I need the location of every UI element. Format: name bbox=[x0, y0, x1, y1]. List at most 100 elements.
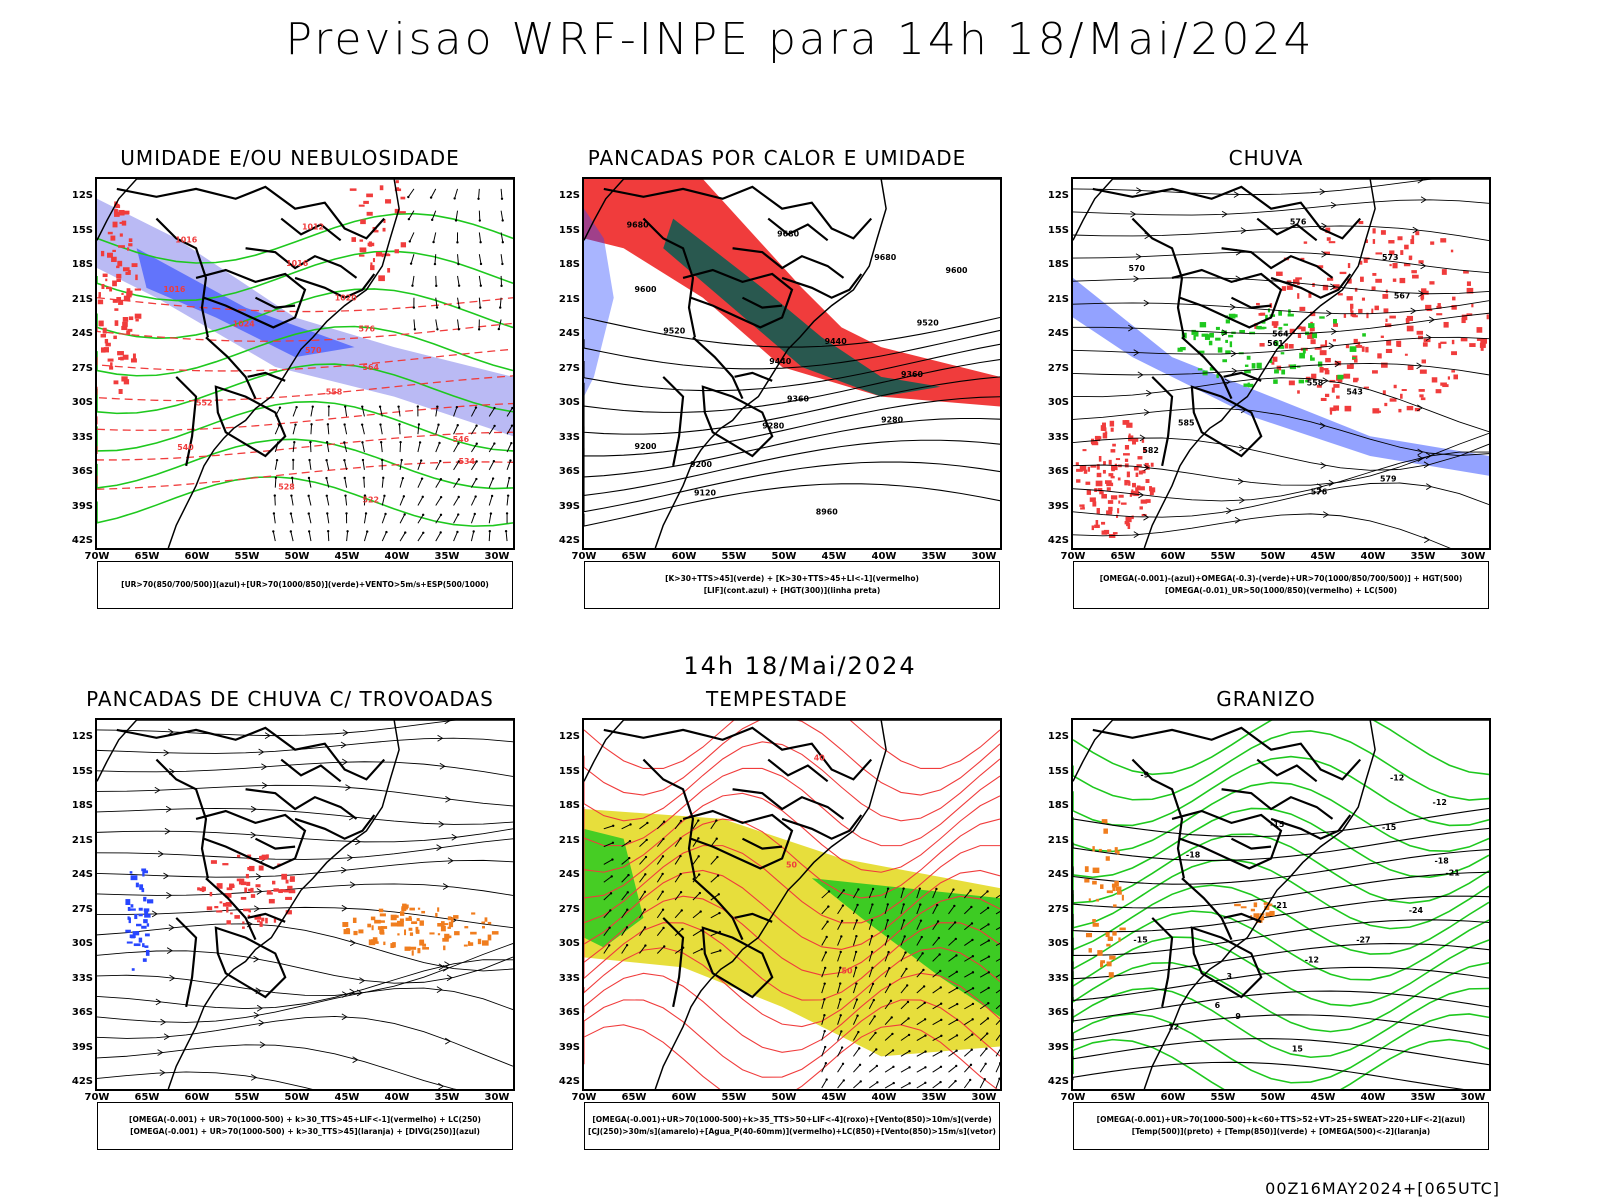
legend-line: [K>30+TTS>45](verde) + [K>30+TTS>45+LI<-… bbox=[665, 574, 919, 583]
wind-vector bbox=[656, 838, 664, 847]
vector-head bbox=[400, 458, 403, 462]
thunderstorm-patch bbox=[226, 906, 229, 913]
rain-patch bbox=[1371, 286, 1376, 290]
stream-arrow bbox=[1425, 452, 1432, 460]
vector-head bbox=[700, 948, 704, 951]
rain-patch bbox=[1347, 278, 1352, 284]
wind-vector bbox=[964, 1034, 973, 1041]
wind-vector bbox=[621, 909, 628, 919]
wind-vector bbox=[343, 442, 348, 453]
vector-head bbox=[326, 512, 329, 515]
political-border bbox=[195, 809, 307, 870]
thunderstorm-patch bbox=[245, 873, 249, 879]
rain-patch bbox=[1486, 314, 1489, 320]
political-border bbox=[1151, 917, 1174, 1008]
wind-vector bbox=[932, 1019, 942, 1026]
vector-head bbox=[890, 1016, 893, 1019]
vector-head bbox=[501, 219, 504, 222]
streamline bbox=[97, 906, 513, 929]
wind-vector bbox=[964, 1003, 974, 1010]
rain-patch bbox=[1256, 302, 1260, 306]
temp850-contour bbox=[1073, 961, 1489, 1033]
streamline bbox=[97, 720, 461, 737]
rain-patch bbox=[1358, 220, 1364, 225]
humidity-patch bbox=[100, 250, 105, 257]
humidity-patch bbox=[126, 288, 131, 294]
contour-label: 9120 bbox=[694, 489, 717, 498]
wind-vector bbox=[995, 926, 1000, 931]
vector-head bbox=[940, 1034, 943, 1037]
thunderstorm-patch bbox=[226, 920, 231, 925]
wind-vector bbox=[455, 210, 459, 221]
vector-head bbox=[490, 494, 494, 498]
lon-label: 40W bbox=[871, 1092, 897, 1103]
rain-patch bbox=[1114, 463, 1118, 470]
stream-arrow bbox=[1321, 222, 1328, 230]
vector-head bbox=[715, 819, 718, 822]
lat-label: 27S bbox=[71, 903, 93, 915]
forecast-time-label: 14h 18/Mai/2024 bbox=[683, 652, 917, 680]
rain-patch bbox=[1110, 449, 1116, 453]
political-border bbox=[662, 917, 685, 1008]
rain-patch bbox=[1418, 389, 1425, 392]
temp850-contour bbox=[1073, 858, 1489, 930]
vector-head bbox=[918, 887, 921, 890]
contour-label: 585 bbox=[1178, 418, 1195, 427]
contour-label: -27 bbox=[1356, 936, 1370, 945]
thunderstorm-patch bbox=[255, 884, 261, 888]
rain-patch bbox=[1204, 334, 1210, 340]
stream-arrow bbox=[342, 729, 349, 737]
political-border bbox=[245, 788, 358, 820]
vector-head bbox=[609, 909, 612, 912]
rain-patch bbox=[1362, 333, 1366, 337]
humidity-contour bbox=[97, 325, 513, 377]
rain-patch bbox=[1297, 334, 1302, 338]
divergence-patch bbox=[126, 941, 133, 944]
rain-patch bbox=[1197, 350, 1205, 354]
contour-label: 9360 bbox=[787, 395, 810, 404]
lat-label: 36S bbox=[71, 466, 93, 477]
vector-head bbox=[325, 458, 328, 462]
wind-vector bbox=[410, 254, 415, 264]
stream-arrow bbox=[1322, 377, 1329, 385]
rain-patch bbox=[1393, 384, 1397, 389]
stream-arrow bbox=[164, 827, 171, 835]
rain-patch bbox=[1406, 315, 1414, 321]
political-border bbox=[280, 217, 342, 242]
vector-head bbox=[940, 1018, 943, 1022]
wind-vector bbox=[621, 857, 630, 865]
thunderstorm-patch bbox=[409, 932, 414, 936]
rain-patch bbox=[1314, 347, 1322, 350]
political-border bbox=[1221, 788, 1334, 820]
divergence-patch bbox=[127, 906, 131, 911]
rain-patch bbox=[1215, 337, 1221, 341]
vector-head bbox=[902, 919, 906, 922]
vector-head bbox=[458, 306, 461, 309]
lat-label: 15S bbox=[558, 765, 580, 777]
thunderstorm-patch bbox=[444, 933, 450, 939]
rain-patch bbox=[1319, 316, 1325, 319]
political-border bbox=[116, 185, 386, 240]
contour-label: 50 bbox=[786, 860, 798, 869]
thunderstorm-patch bbox=[390, 914, 397, 921]
wind-vector bbox=[979, 1048, 987, 1057]
rain-patch bbox=[1389, 264, 1392, 267]
vector-head bbox=[971, 938, 974, 942]
vector-head bbox=[888, 983, 892, 986]
stream-arrow bbox=[163, 872, 170, 880]
wind-vector bbox=[363, 531, 368, 542]
wind-vector bbox=[948, 987, 958, 994]
wind-vector bbox=[932, 1050, 942, 1057]
contour-label: 534 bbox=[459, 457, 476, 466]
stream-arrow bbox=[447, 857, 454, 865]
stream-arrow bbox=[349, 939, 357, 947]
wind-vector bbox=[470, 443, 478, 453]
wind-vector bbox=[948, 922, 956, 931]
vector-head bbox=[839, 966, 842, 969]
vector-head bbox=[902, 887, 905, 890]
rain-patch bbox=[1281, 286, 1286, 291]
legend-line: [OMEGA(-0.001)+UR>70(1000-500)+k>35_TTS>… bbox=[592, 1115, 992, 1124]
wind-vector bbox=[821, 999, 825, 1010]
rain-patch bbox=[1124, 520, 1130, 525]
thunderstorm-patch bbox=[243, 908, 250, 912]
